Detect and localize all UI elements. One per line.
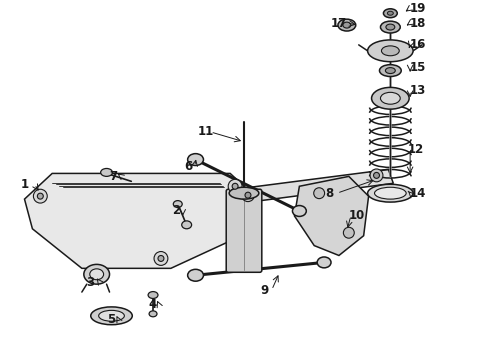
Ellipse shape (98, 310, 124, 321)
Ellipse shape (37, 193, 43, 199)
Ellipse shape (386, 24, 395, 30)
Ellipse shape (188, 269, 203, 281)
Ellipse shape (343, 22, 351, 28)
Polygon shape (24, 174, 255, 268)
Ellipse shape (33, 189, 47, 203)
Text: 17: 17 (331, 17, 347, 30)
Ellipse shape (158, 256, 164, 261)
Text: 14: 14 (410, 187, 426, 200)
Text: 1: 1 (21, 178, 28, 191)
Text: 7: 7 (109, 170, 118, 183)
Ellipse shape (232, 183, 238, 189)
Text: 9: 9 (261, 284, 269, 297)
Ellipse shape (100, 168, 113, 176)
Ellipse shape (343, 227, 354, 238)
Ellipse shape (374, 187, 406, 199)
Ellipse shape (370, 169, 383, 182)
Ellipse shape (149, 311, 157, 317)
Ellipse shape (154, 252, 168, 265)
Polygon shape (235, 170, 393, 203)
Polygon shape (294, 176, 368, 256)
Ellipse shape (242, 189, 254, 202)
Text: 6: 6 (185, 160, 193, 173)
Ellipse shape (148, 292, 158, 298)
Ellipse shape (91, 307, 132, 325)
Ellipse shape (229, 187, 259, 199)
Ellipse shape (228, 179, 242, 193)
Ellipse shape (84, 264, 110, 284)
Ellipse shape (368, 40, 413, 62)
Text: 4: 4 (149, 298, 157, 311)
Ellipse shape (368, 184, 413, 202)
Text: 15: 15 (410, 61, 426, 74)
Ellipse shape (381, 46, 399, 56)
Ellipse shape (188, 154, 203, 166)
Text: 10: 10 (348, 210, 365, 222)
Ellipse shape (293, 206, 306, 216)
Text: 13: 13 (410, 84, 426, 97)
Ellipse shape (314, 188, 324, 199)
FancyBboxPatch shape (226, 189, 262, 272)
Ellipse shape (380, 92, 400, 104)
Ellipse shape (245, 192, 251, 198)
Text: 16: 16 (410, 39, 426, 51)
Ellipse shape (380, 21, 400, 33)
Text: 8: 8 (325, 187, 333, 200)
Ellipse shape (384, 9, 397, 18)
Text: 18: 18 (410, 17, 426, 30)
Text: 12: 12 (408, 143, 424, 156)
Ellipse shape (373, 172, 379, 178)
Ellipse shape (317, 257, 331, 268)
Ellipse shape (386, 68, 395, 73)
Ellipse shape (379, 65, 401, 77)
Ellipse shape (173, 201, 182, 207)
Text: 11: 11 (197, 125, 214, 138)
Text: 5: 5 (107, 313, 116, 326)
Ellipse shape (388, 11, 393, 15)
Ellipse shape (90, 269, 103, 280)
Ellipse shape (182, 221, 192, 229)
Text: 2: 2 (172, 204, 180, 217)
Text: 3: 3 (86, 276, 94, 289)
Text: 19: 19 (410, 2, 426, 15)
Ellipse shape (371, 87, 409, 109)
Ellipse shape (338, 19, 356, 31)
